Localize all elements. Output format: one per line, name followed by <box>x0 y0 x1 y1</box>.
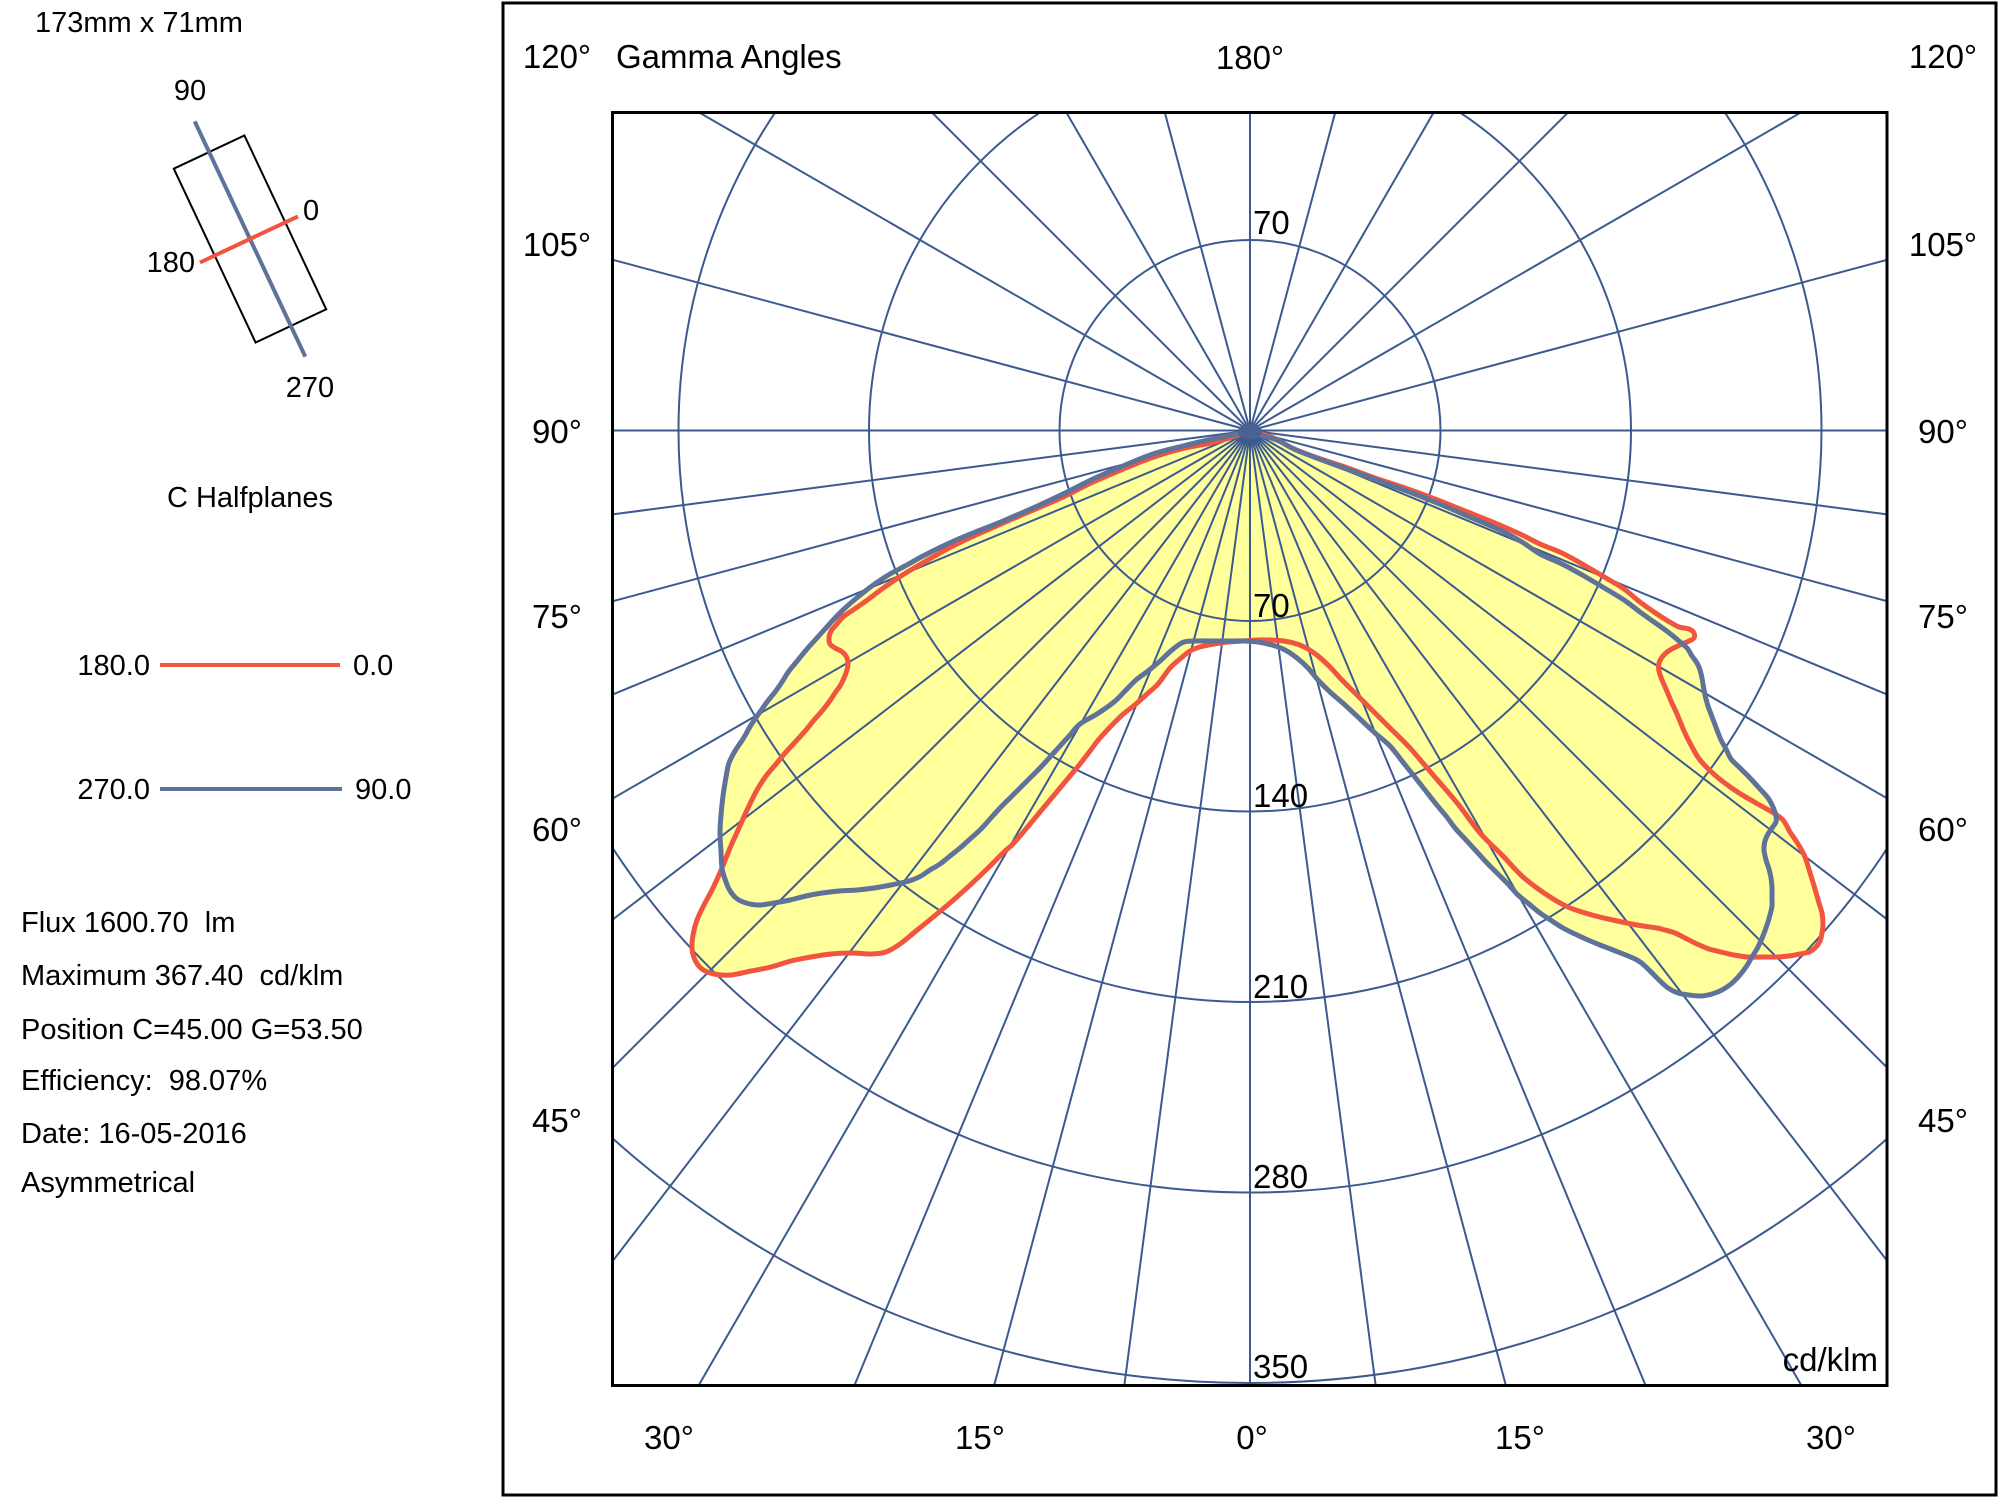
svg-text:280: 280 <box>1253 1158 1308 1195</box>
svg-text:Position C=45.00 G=53.50: Position C=45.00 G=53.50 <box>21 1014 363 1046</box>
svg-text:90°: 90° <box>532 413 582 450</box>
svg-text:0.0: 0.0 <box>353 650 393 682</box>
svg-text:45°: 45° <box>1918 1102 1968 1139</box>
svg-text:Efficiency: 98.07%: Efficiency: 98.07% <box>21 1065 267 1097</box>
svg-text:173mm x 71mm: 173mm x 71mm <box>35 7 243 39</box>
svg-text:Asymmetrical: Asymmetrical <box>21 1167 195 1199</box>
svg-text:Date: 16-05-2016: Date: 16-05-2016 <box>21 1118 247 1150</box>
svg-text:180: 180 <box>147 247 195 279</box>
svg-text:90°: 90° <box>1918 413 1968 450</box>
svg-text:Maximum 367.40 cd/klm: Maximum 367.40 cd/klm <box>21 960 343 992</box>
svg-text:15°: 15° <box>1495 1419 1545 1456</box>
svg-text:60°: 60° <box>1918 811 1968 848</box>
svg-text:180°: 180° <box>1216 39 1284 76</box>
svg-text:30°: 30° <box>1806 1419 1856 1456</box>
svg-text:0°: 0° <box>1236 1419 1268 1456</box>
svg-text:60°: 60° <box>532 811 582 848</box>
svg-text:45°: 45° <box>532 1102 582 1139</box>
svg-text:15°: 15° <box>955 1419 1005 1456</box>
svg-text:105°: 105° <box>1909 226 1977 263</box>
svg-text:350: 350 <box>1253 1348 1308 1385</box>
svg-text:105°: 105° <box>523 226 591 263</box>
svg-text:30°: 30° <box>644 1419 694 1456</box>
svg-text:140: 140 <box>1253 777 1308 814</box>
svg-text:75°: 75° <box>1918 598 1968 635</box>
svg-text:120°: 120° <box>523 38 591 75</box>
svg-text:90.0: 90.0 <box>355 774 411 806</box>
svg-text:180.0: 180.0 <box>77 650 150 682</box>
svg-text:210: 210 <box>1253 968 1308 1005</box>
svg-text:90: 90 <box>174 75 206 107</box>
svg-text:Gamma Angles: Gamma Angles <box>616 38 842 75</box>
svg-text:Flux 1600.70 lm: Flux 1600.70 lm <box>21 907 235 939</box>
svg-text:70: 70 <box>1253 587 1290 624</box>
svg-text:cd/klm: cd/klm <box>1783 1341 1878 1378</box>
svg-text:0: 0 <box>303 195 319 227</box>
svg-text:C Halfplanes: C Halfplanes <box>167 482 333 514</box>
svg-text:270: 270 <box>286 372 334 404</box>
svg-text:70: 70 <box>1253 204 1290 241</box>
svg-text:120°: 120° <box>1909 38 1977 75</box>
svg-text:270.0: 270.0 <box>77 774 150 806</box>
svg-text:75°: 75° <box>532 598 582 635</box>
